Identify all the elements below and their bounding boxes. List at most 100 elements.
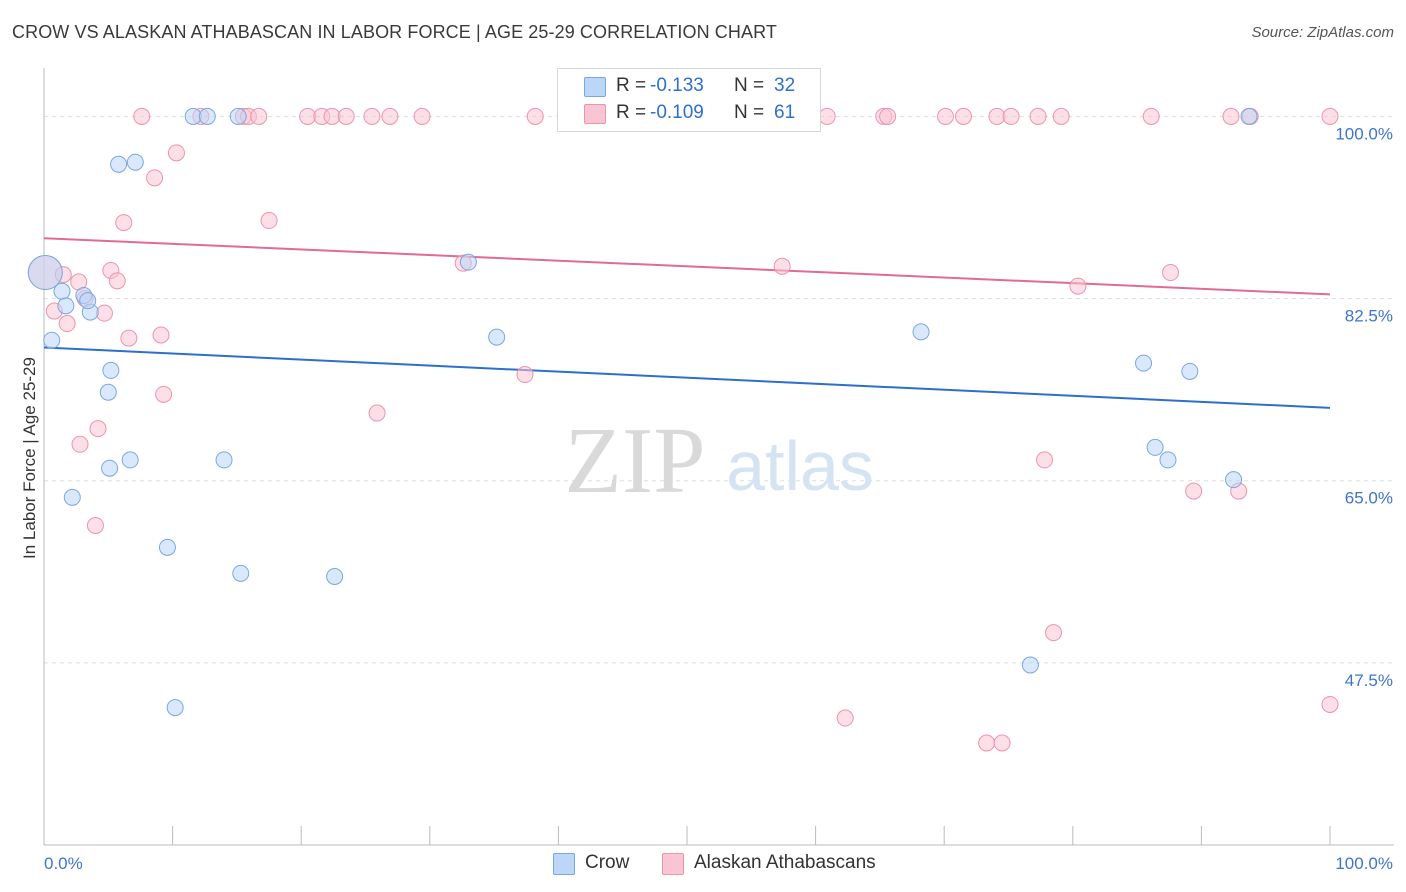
n-label: N =	[734, 102, 765, 123]
crow-point	[43, 331, 61, 349]
crow-point	[110, 155, 128, 173]
alaskan-point	[773, 257, 791, 275]
alaskan-point	[299, 107, 317, 125]
x-tick-label-min: 0.0%	[44, 854, 83, 873]
alaskan-point	[1321, 107, 1339, 125]
alaskan-point	[86, 516, 104, 534]
alaskan-point	[988, 107, 1006, 125]
crow-point	[99, 383, 117, 401]
crow-point	[53, 282, 71, 300]
crow-point	[488, 328, 506, 346]
crow-r-value: -0.133	[650, 75, 704, 96]
data-points	[27, 107, 1339, 752]
watermark-zip: ZIP	[565, 409, 706, 513]
axes	[43, 68, 1394, 846]
source-credit: Source: ZipAtlas.com	[1251, 24, 1394, 41]
y-tick-label: 100.0%	[1335, 124, 1393, 143]
n-label: N =	[734, 75, 765, 96]
alaskan-point	[381, 107, 399, 125]
crow-point	[1240, 107, 1258, 125]
alaskan-point	[95, 304, 113, 322]
crow-point	[229, 107, 247, 125]
alaskan-point	[1185, 482, 1203, 500]
alaskan-point	[250, 107, 268, 125]
alaskan-point	[1052, 107, 1070, 125]
alaskan-point	[152, 326, 170, 344]
crow-point	[184, 107, 202, 125]
alaskan-point	[1222, 107, 1240, 125]
alaskan-point	[368, 404, 386, 422]
alaskan-point	[936, 107, 954, 125]
crow-point	[1181, 362, 1199, 380]
crow-point	[232, 564, 250, 582]
watermark-atlas: atlas	[726, 427, 874, 505]
alaskan-point	[108, 272, 126, 290]
crow-point	[912, 323, 930, 341]
crow-point	[27, 255, 63, 291]
y-tick-label: 65.0%	[1345, 489, 1393, 508]
alaskan-point	[1142, 107, 1160, 125]
crow-trend-line	[43, 346, 1331, 409]
crow-swatch	[584, 77, 606, 97]
crow-point	[1146, 438, 1164, 456]
alaskan-point	[323, 107, 341, 125]
crow-point	[1225, 471, 1243, 489]
alaskan-point	[146, 169, 164, 187]
alaskan-point	[1045, 624, 1063, 642]
alaskan-point	[1036, 451, 1054, 469]
alaskan-point	[516, 366, 534, 384]
chart-title: CROW VS ALASKAN ATHABASCAN IN LABOR FORC…	[12, 22, 777, 42]
alaskan-point	[836, 709, 854, 727]
alaskan-point	[1162, 264, 1180, 282]
crow-point	[126, 153, 144, 171]
stats-legend: R = -0.133 N = 32 R = -0.109 N = 61	[557, 68, 821, 132]
y-tick-label: 47.5%	[1345, 671, 1393, 690]
alaskan-legend-label: Alaskan Athabascans	[694, 852, 876, 873]
crow-point	[1135, 354, 1153, 372]
alaskan-trend-line	[43, 237, 1331, 296]
alaskan-point	[1321, 695, 1339, 713]
alaskan-point	[337, 107, 355, 125]
alaskan-point	[133, 107, 151, 125]
alaskan-point	[120, 329, 138, 347]
crow-point	[198, 107, 216, 125]
alaskan-swatch	[584, 104, 606, 124]
crow-point	[166, 699, 184, 717]
crow-point	[121, 451, 139, 469]
r-label: R =	[616, 102, 647, 123]
crow-point	[1159, 451, 1177, 469]
alaskan-point	[818, 107, 836, 125]
alaskan-point	[167, 144, 185, 162]
alaskan-point	[413, 107, 431, 125]
crow-point	[79, 292, 97, 310]
alaskan-point	[978, 734, 996, 752]
alaskan-point	[58, 315, 76, 333]
y-tick-label: 82.5%	[1345, 307, 1393, 326]
r-label: R =	[616, 75, 647, 96]
alaskan-point	[71, 435, 89, 453]
alaskan-r-value: -0.109	[650, 102, 704, 123]
alaskan-point	[526, 107, 544, 125]
alaskan-n-value: 61	[774, 102, 796, 123]
crow-point	[459, 253, 477, 271]
alaskan-point	[954, 107, 972, 125]
gridlines	[44, 115, 1394, 664]
crow-n-value: 32	[774, 75, 796, 96]
alaskan-point	[363, 107, 381, 125]
crow-point	[57, 297, 75, 315]
tick-labels: 47.5% 65.0% 82.5% 100.0% 0.0% 100.0%	[44, 124, 1393, 873]
crow-legend-swatch	[553, 853, 575, 875]
crow-legend-label: Crow	[585, 852, 630, 873]
crow-point	[158, 538, 176, 556]
x-tick-label-max: 100.0%	[1335, 854, 1393, 873]
crow-point	[326, 567, 344, 585]
alaskan-point	[879, 107, 897, 125]
alaskan-point	[89, 420, 107, 438]
alaskan-legend-swatch	[662, 853, 684, 875]
crow-point	[63, 488, 81, 506]
trend-lines	[43, 237, 1331, 409]
alaskan-point	[1029, 107, 1047, 125]
crow-point	[1021, 656, 1039, 674]
alaskan-point	[1069, 277, 1087, 295]
